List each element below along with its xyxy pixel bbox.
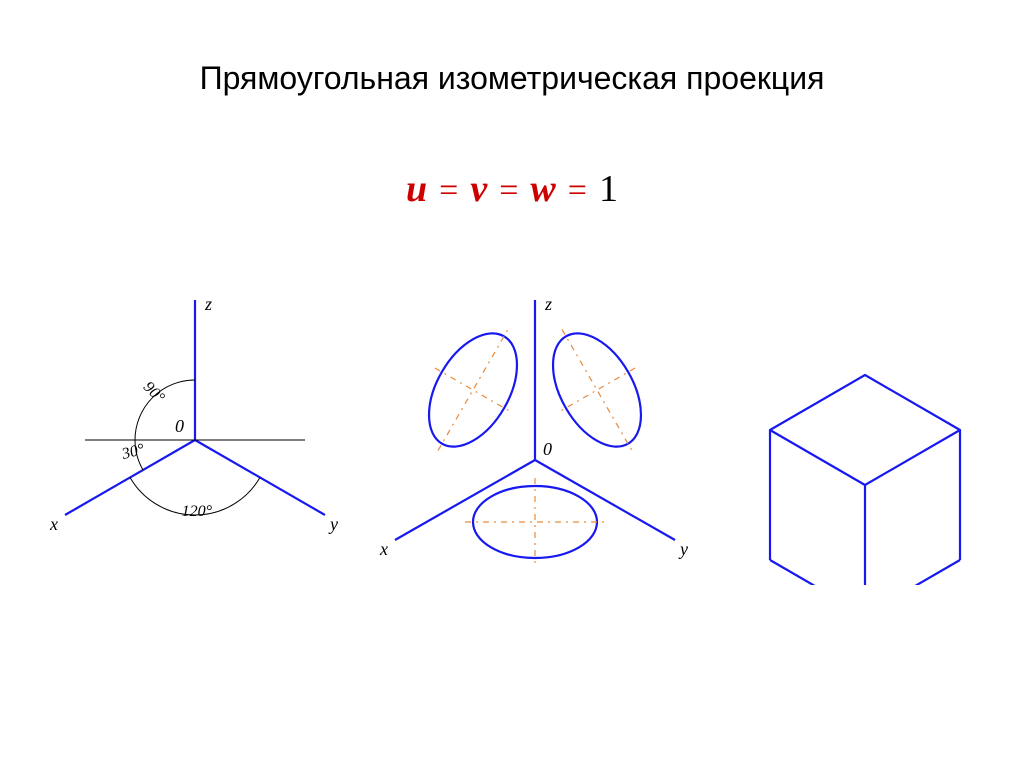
eq-1: = <box>431 172 466 209</box>
ellipse-xy <box>465 478 605 566</box>
label-y: y <box>678 539 688 559</box>
formula: u = v = w = 1 <box>0 167 1024 211</box>
cube-top-face <box>770 375 960 485</box>
var-v: v <box>470 168 487 210</box>
label-origin: 0 <box>543 439 552 459</box>
cube-bottom-right-edge <box>865 560 960 585</box>
label-y: y <box>328 514 338 534</box>
label-z: z <box>204 294 212 314</box>
eq-2: = <box>491 172 526 209</box>
var-u: u <box>406 168 427 210</box>
y-axis <box>535 460 675 540</box>
page-title: Прямоугольная изометрическая проекция <box>0 0 1024 97</box>
isometric-cube-diagram <box>730 275 1000 585</box>
label-origin: 0 <box>175 416 184 436</box>
angle-label-120: 120° <box>182 503 213 520</box>
label-z: z <box>544 294 552 314</box>
cube-bottom-left-edge <box>770 560 865 585</box>
label-x: x <box>49 514 58 534</box>
const-one: 1 <box>599 168 618 210</box>
diagram-row: z x y 0 90° 30° 120° z x y 0 <box>0 260 1024 620</box>
angle-label-30: 30° <box>119 441 147 464</box>
var-w: w <box>530 168 555 210</box>
x-axis <box>395 460 535 540</box>
label-x: x <box>379 539 388 559</box>
isometric-ellipses-diagram: z x y 0 <box>350 260 710 580</box>
isometric-axes-diagram: z x y 0 90° 30° 120° <box>20 260 360 580</box>
y-axis <box>195 440 325 515</box>
ellipse-xz <box>400 307 546 472</box>
eq-3: = <box>560 172 595 209</box>
angle-label-90: 90° <box>140 378 168 406</box>
